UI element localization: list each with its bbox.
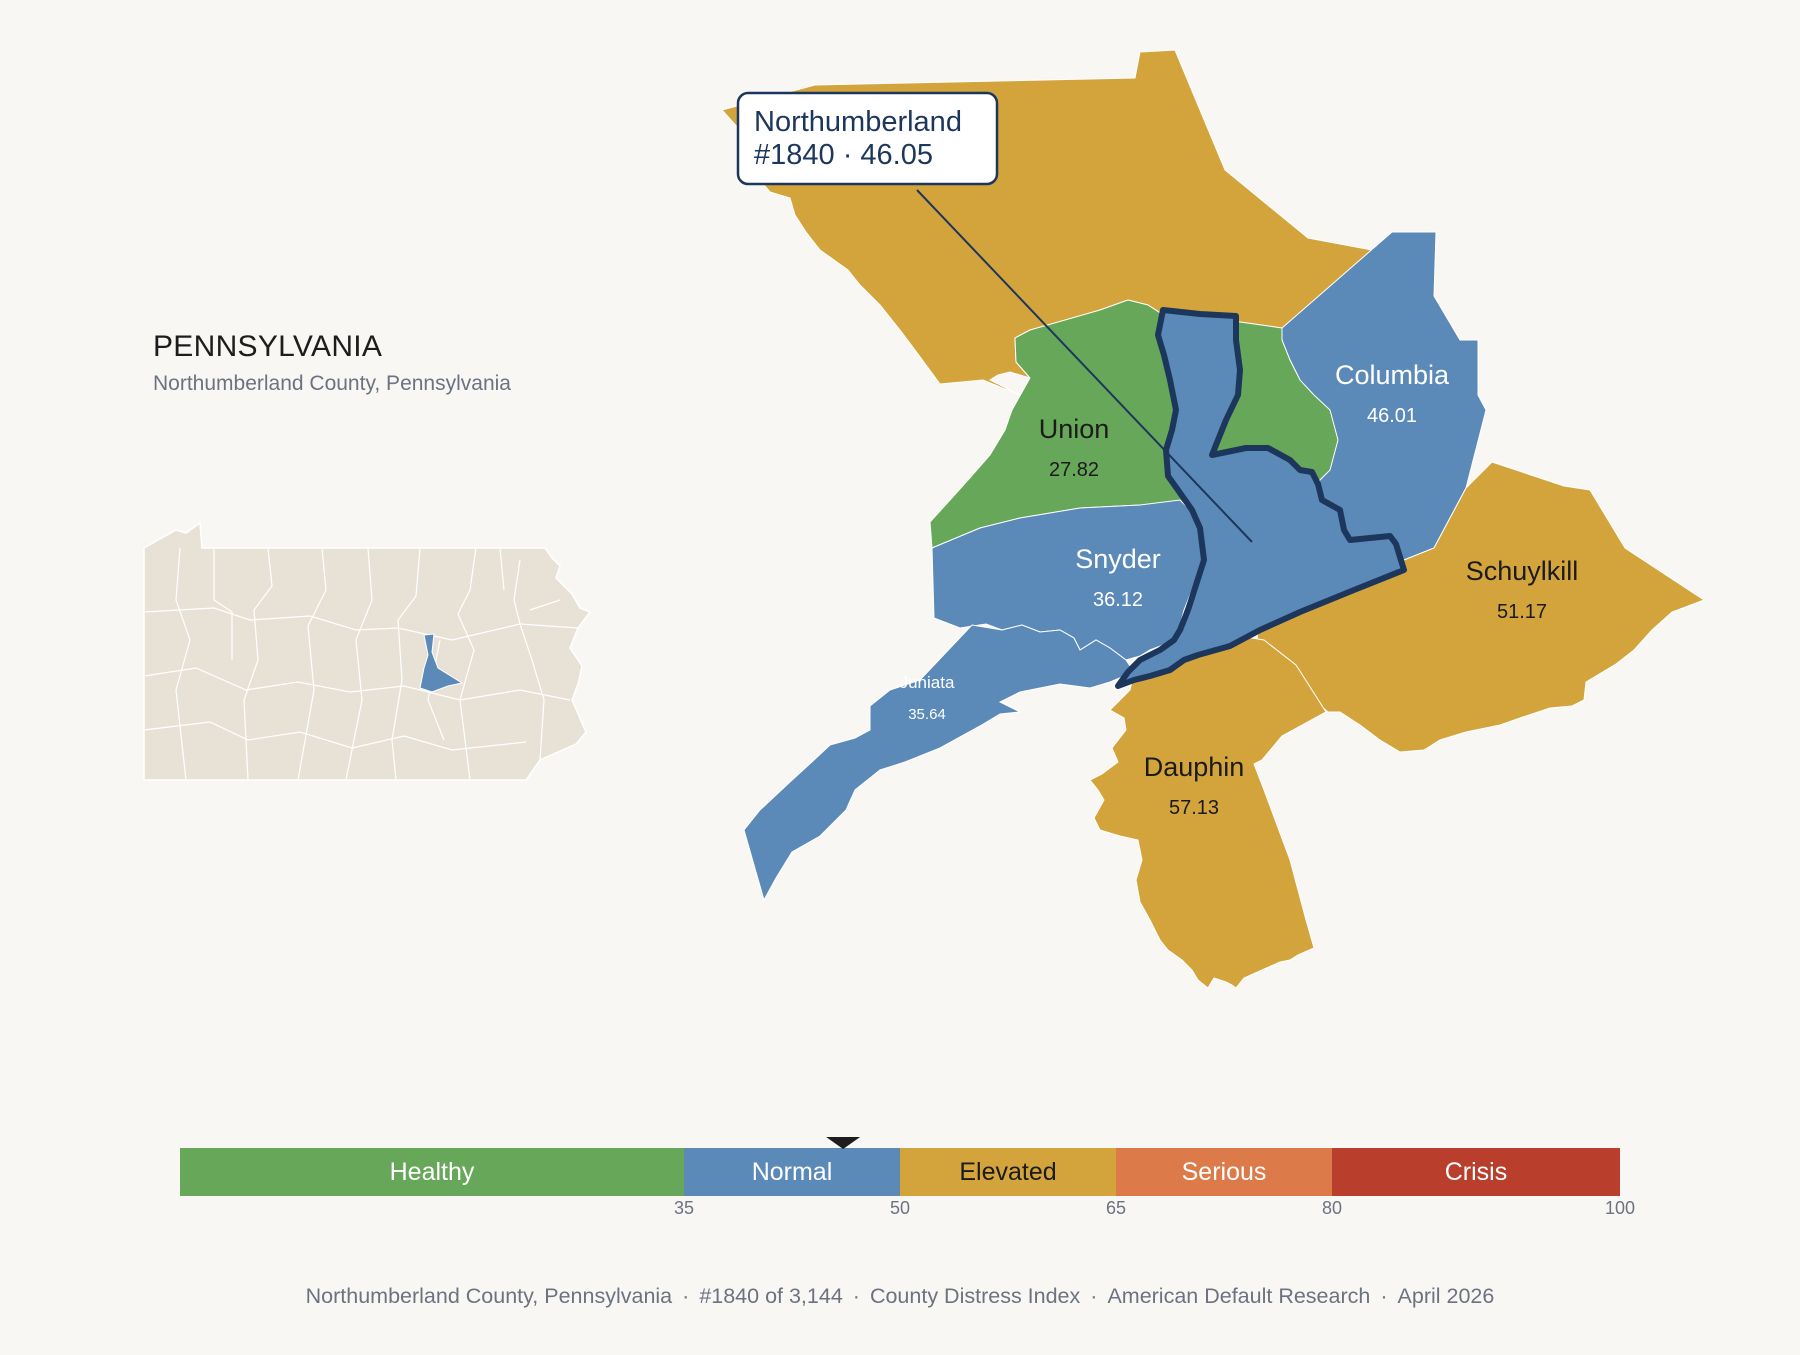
footer-date: April 2026	[1397, 1284, 1495, 1308]
legend-tick-35: 35	[674, 1198, 694, 1218]
footer-rank: #1840 of 3,144	[699, 1284, 843, 1308]
legend-label-normal: Normal	[752, 1158, 833, 1186]
inset-county-lines	[143, 547, 579, 781]
county-juniata[interactable]	[743, 624, 1135, 902]
county-label-juniata: Juniata	[900, 673, 955, 692]
county-schuylkill[interactable]	[1255, 461, 1706, 753]
county-label-dauphin: Dauphin	[1144, 752, 1245, 782]
county-label-schuylkill: Schuylkill	[1466, 556, 1579, 586]
callout-leader-line	[916, 189, 1253, 543]
distress-legend: Healthy Normal Elevated Serious Crisis 35 50 65…	[180, 1137, 1635, 1218]
county-labels: Union 27.82 Columbia 46.01 Snyder 36.12 …	[900, 360, 1579, 819]
legend-tick-65: 65	[1106, 1198, 1126, 1218]
footer-publisher: American Default Research	[1107, 1284, 1371, 1308]
county-label-union: Union	[1039, 414, 1110, 444]
county-label-snyder: Snyder	[1075, 544, 1161, 574]
county-value-snyder: 36.12	[1093, 589, 1143, 611]
legend-label-crisis: Crisis	[1445, 1158, 1508, 1186]
legend-band-normal	[684, 1148, 900, 1196]
county-value-columbia: 46.01	[1367, 405, 1417, 427]
county-northumberland-focus[interactable]	[1115, 307, 1407, 689]
legend-label-healthy: Healthy	[390, 1158, 475, 1186]
focus-callout: Northumberland #1840 · 46.05	[736, 91, 1253, 543]
legend-band-elevated	[900, 1148, 1116, 1196]
county-dauphin[interactable]	[1089, 635, 1327, 989]
callout-box	[736, 91, 999, 186]
regional-county-map	[721, 49, 1706, 989]
legend-label-elevated: Elevated	[959, 1158, 1056, 1186]
inset-northumberland-highlight	[419, 633, 464, 693]
legend-band-crisis	[1332, 1148, 1620, 1196]
state-inset-map	[143, 521, 592, 781]
pennsylvania-inset-shape	[143, 521, 592, 781]
county-label-columbia: Columbia	[1335, 360, 1450, 390]
footer-location: Northumberland County, Pennsylvania	[305, 1284, 673, 1308]
county-value-union: 27.82	[1049, 459, 1099, 481]
county-value-schuylkill: 51.17	[1497, 601, 1547, 623]
state-title: PENNSYLVANIA	[153, 330, 383, 363]
county-value-juniata: 35.64	[908, 706, 946, 723]
footer-index-name: County Distress Index	[869, 1284, 1081, 1308]
legend-band-healthy	[180, 1148, 684, 1196]
score-marker-icon	[826, 1137, 861, 1149]
legend-label-serious: Serious	[1182, 1158, 1267, 1186]
footer: Northumberland County, Pennsylvania · #184…	[305, 1284, 1495, 1308]
legend-tick-50: 50	[890, 1198, 910, 1218]
legend-tick-100: 100	[1605, 1198, 1635, 1218]
callout-rank-score: #1840 · 46.05	[754, 139, 933, 171]
state-subtitle: Northumberland County, Pennsylvania	[153, 372, 511, 395]
legend-tick-80: 80	[1322, 1198, 1342, 1218]
callout-county-name: Northumberland	[754, 106, 962, 138]
county-value-dauphin: 57.13	[1169, 797, 1219, 819]
legend-band-serious	[1116, 1148, 1332, 1196]
